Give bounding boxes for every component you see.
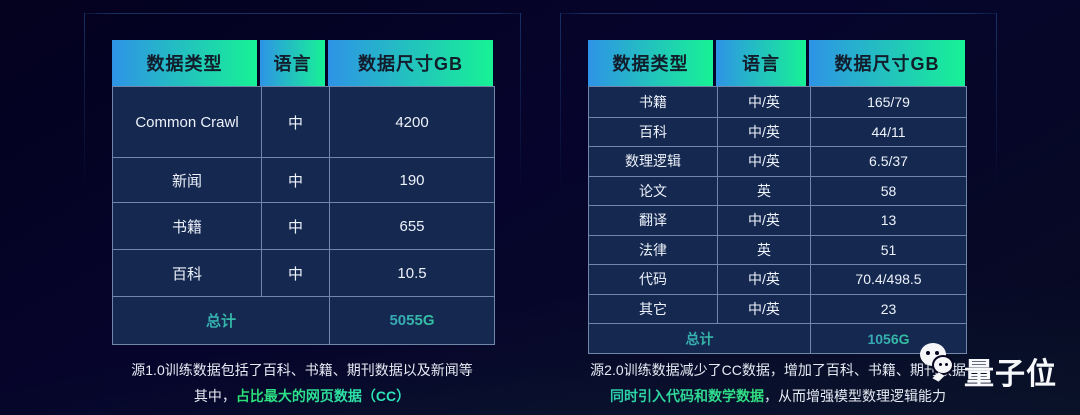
total-label: 总计 xyxy=(113,297,329,344)
table-cell: 6.5/37 xyxy=(810,147,966,176)
frame-left-line xyxy=(84,13,85,253)
table-cell: 10.5 xyxy=(329,250,494,296)
column-header: 数据类型 xyxy=(112,40,257,86)
caption-source-2-0: 源2.0训练数据减少了CC数据，增加了百科、书籍、期刊数据 同时引入代码和数学数… xyxy=(562,357,994,409)
table-cell: 其它 xyxy=(589,294,717,323)
table-cell: 13 xyxy=(810,206,966,235)
total-label: 总计 xyxy=(589,324,810,353)
table-cell: 论文 xyxy=(589,176,717,205)
table-row: 法律英 51 xyxy=(589,234,966,264)
table-cell: 70.4/498.5 xyxy=(810,265,966,294)
table-row: 百科 中/英 44/11 xyxy=(589,116,966,146)
qbitai-logo-text: 量子位 xyxy=(964,358,1057,391)
table-cell: 书籍 xyxy=(113,203,261,249)
table-row: 新闻中 190 xyxy=(113,157,494,202)
column-header: 数据类型 xyxy=(588,40,713,86)
table-cell: 百科 xyxy=(589,117,717,146)
table-cell: 中 xyxy=(261,203,329,249)
table-cell: 新闻 xyxy=(113,158,261,202)
table-cell: 23 xyxy=(810,294,966,323)
wechat-icon xyxy=(916,341,960,389)
table-cell: 百科 xyxy=(113,250,261,296)
table-cell: Common Crawl xyxy=(113,87,261,157)
table-header-row: 数据类型 语言 数据尺寸GB xyxy=(588,40,967,86)
table-row: 翻译 中/英 13 xyxy=(589,205,966,235)
table-cell: 58 xyxy=(810,176,966,205)
table-cell: 190 xyxy=(329,158,494,202)
table-cell: 51 xyxy=(810,235,966,264)
table-cell: 中/英 xyxy=(717,265,810,294)
table-cell: 法律 xyxy=(589,235,717,264)
table-row: Common Crawl 中 4200 xyxy=(113,87,494,157)
frame-right-line xyxy=(520,13,521,253)
qbitai-watermark: 量子位 xyxy=(916,341,1080,395)
table-cell: 中/英 xyxy=(717,294,810,323)
table-cell: 中 xyxy=(261,250,329,296)
table-cell: 165/79 xyxy=(810,87,966,117)
table-row: 其它 中/英 23 xyxy=(589,293,966,323)
caption-source-1-0: 源1.0训练数据包括了百科、书籍、期刊数据以及新闻等 其中，占比最大的网页数据（… xyxy=(92,357,512,409)
table-cell: 英 xyxy=(717,235,810,264)
table-row: 论文英 58 xyxy=(589,175,966,205)
table-cell: 中/英 xyxy=(717,117,810,146)
table-cell: 4200 xyxy=(329,87,494,157)
column-header: 数据尺寸GB xyxy=(328,40,493,86)
caption-highlight-text: 同时引入代码和数学数据 xyxy=(610,388,764,404)
table-cell: 代码 xyxy=(589,265,717,294)
table-cell: 翻译 xyxy=(589,206,717,235)
table-cell: 中/英 xyxy=(717,147,810,176)
table-row: 百科中 10.5 xyxy=(113,249,494,296)
caption-highlight-text: 占比最大的网页数据（CC） xyxy=(235,388,411,404)
table-row: 书籍 中/英 165/79 xyxy=(589,87,966,117)
table-cell: 44/11 xyxy=(810,117,966,146)
table-grid: 书籍 中/英 165/79 百科 中/英 44/11 数理逻辑 中/英 6.5/37 论文英 58 翻… xyxy=(588,86,967,354)
wechat-bubble-tail xyxy=(932,372,945,382)
frame-right-line xyxy=(996,13,997,253)
table-body: Common Crawl 中 4200 新闻中 190 书籍中 655 百科中 10.5 xyxy=(113,87,494,296)
table-source-2-0: 数据类型 语言 数据尺寸GB 书籍 中/英 165/79 百科 中/英 44/11 数理逻辑 中/… xyxy=(588,40,967,354)
table-total-row: 总计 1056G xyxy=(589,323,966,353)
table-cell: 中/英 xyxy=(717,87,810,117)
table-cell: 中/英 xyxy=(717,206,810,235)
frame-top-line xyxy=(84,13,521,14)
table-row: 代码 中/英 70.4/498.5 xyxy=(589,264,966,294)
caption-plain-text: ，从而增强模型数理逻辑能力 xyxy=(764,388,946,404)
table-total-row: 总计 5055G xyxy=(113,296,494,344)
table-cell: 中 xyxy=(261,158,329,202)
column-header: 语言 xyxy=(260,40,325,86)
wechat-bubble-small xyxy=(932,355,954,375)
column-header: 数据尺寸GB xyxy=(809,40,965,86)
frame-top-line xyxy=(560,13,997,14)
table-row: 数理逻辑 中/英 6.5/37 xyxy=(589,146,966,176)
total-value: 1056G xyxy=(810,324,966,353)
table-cell: 书籍 xyxy=(589,87,717,117)
caption-line-2: 其中，占比最大的网页数据（CC） xyxy=(92,383,512,409)
table-grid: Common Crawl 中 4200 新闻中 190 书籍中 655 百科中 10.5 总计 … xyxy=(112,86,495,345)
caption-line-2: 同时引入代码和数学数据，从而增强模型数理逻辑能力 xyxy=(562,383,994,409)
total-value: 5055G xyxy=(329,297,494,344)
table-source-1-0: 数据类型 语言 数据尺寸GB Common Crawl 中 4200 新闻中 190 书籍中 6… xyxy=(112,40,495,345)
table-row: 书籍中 655 xyxy=(113,202,494,249)
table-cell: 655 xyxy=(329,203,494,249)
caption-plain-text: 其中， xyxy=(193,388,236,404)
frame-left-line xyxy=(560,13,561,253)
caption-line-1: 源2.0训练数据减少了CC数据，增加了百科、书籍、期刊数据 xyxy=(590,362,966,378)
table-cell: 中 xyxy=(261,87,329,157)
table-header-row: 数据类型 语言 数据尺寸GB xyxy=(112,40,495,86)
table-body: 书籍 中/英 165/79 百科 中/英 44/11 数理逻辑 中/英 6.5/37 论文英 58 翻… xyxy=(589,87,966,323)
column-header: 语言 xyxy=(716,40,806,86)
table-cell: 英 xyxy=(717,176,810,205)
caption-line-1: 源1.0训练数据包括了百科、书籍、期刊数据以及新闻等 xyxy=(131,362,473,378)
table-cell: 数理逻辑 xyxy=(589,147,717,176)
